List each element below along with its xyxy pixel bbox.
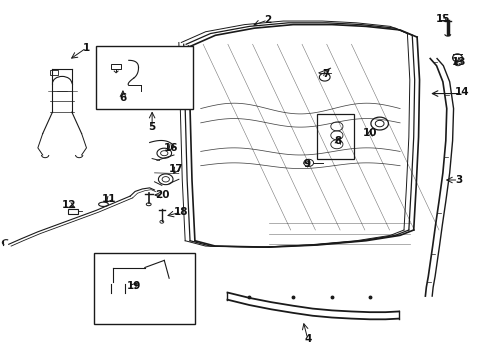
Text: 5: 5 <box>148 122 155 132</box>
Text: 7: 7 <box>322 68 329 78</box>
Text: 1: 1 <box>82 43 90 53</box>
Bar <box>111 64 121 69</box>
Text: 2: 2 <box>264 15 271 25</box>
Text: 20: 20 <box>155 190 170 200</box>
Text: 4: 4 <box>304 334 311 344</box>
Text: 9: 9 <box>303 159 310 169</box>
Text: 14: 14 <box>454 87 468 98</box>
Text: 6: 6 <box>119 93 126 103</box>
Bar <box>68 208 78 213</box>
Text: 12: 12 <box>62 200 77 210</box>
Bar <box>96 46 193 109</box>
Text: 17: 17 <box>169 164 183 174</box>
Text: 10: 10 <box>362 128 376 138</box>
Text: 16: 16 <box>163 143 178 153</box>
Text: 8: 8 <box>334 136 341 147</box>
Text: 18: 18 <box>174 207 188 217</box>
Text: 3: 3 <box>454 175 461 185</box>
Text: 15: 15 <box>435 14 449 23</box>
Bar <box>94 253 195 324</box>
Bar <box>50 70 58 75</box>
Text: 19: 19 <box>126 282 141 292</box>
Text: 11: 11 <box>102 194 116 204</box>
Bar <box>317 114 353 158</box>
Text: 13: 13 <box>451 57 466 67</box>
